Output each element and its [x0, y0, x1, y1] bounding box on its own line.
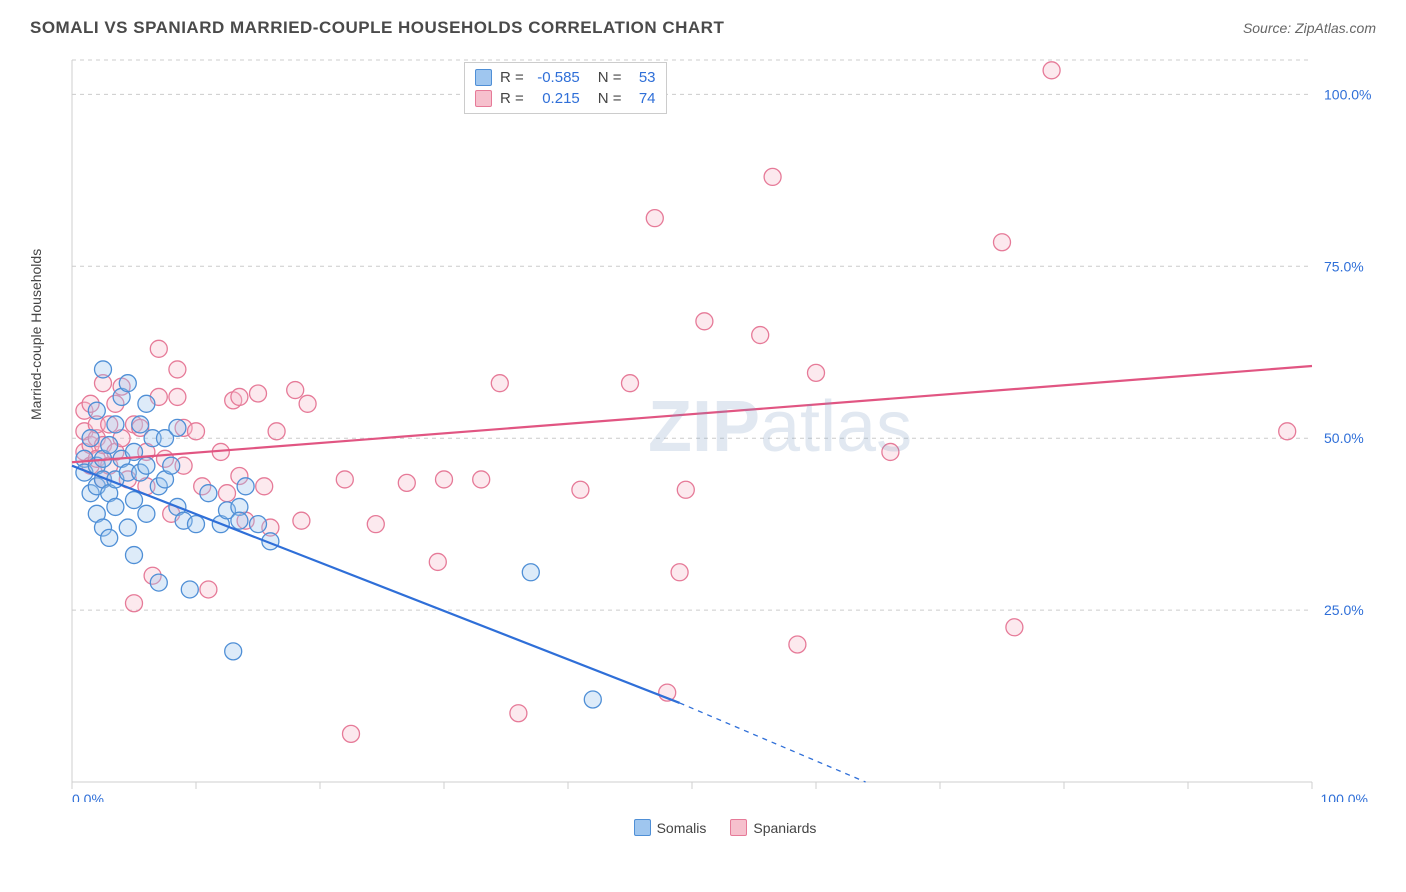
- legend-label-somalis: Somalis: [657, 820, 707, 836]
- svg-text:50.0%: 50.0%: [1324, 430, 1364, 446]
- svg-text:75.0%: 75.0%: [1324, 258, 1364, 274]
- stats-row-somalis: R = -0.585 N = 53: [475, 67, 656, 88]
- stats-n-label-2: N =: [598, 90, 622, 107]
- source-name: ZipAtlas.com: [1295, 20, 1376, 36]
- stats-r-label: R =: [500, 69, 524, 86]
- stats-n-label: N =: [598, 69, 622, 86]
- stats-s2-n: 74: [630, 90, 656, 107]
- y-axis-label: Married-couple Households: [28, 249, 44, 420]
- stats-s1-n: 53: [630, 69, 656, 86]
- stats-swatch-spaniards: [475, 90, 492, 107]
- legend-label-spaniards: Spaniards: [753, 820, 816, 836]
- stats-swatch-somalis: [475, 69, 492, 86]
- svg-text:100.0%: 100.0%: [1321, 791, 1368, 802]
- chart-title: SOMALI VS SPANIARD MARRIED-COUPLE HOUSEH…: [30, 18, 724, 38]
- svg-text:25.0%: 25.0%: [1324, 602, 1364, 618]
- correlation-stats-box: R = -0.585 N = 53 R = 0.215 N = 74: [464, 62, 667, 114]
- chart-area: 25.0%50.0%75.0%100.0%0.0%100.0% ZIPatlas…: [68, 56, 1382, 836]
- stats-s2-r: 0.215: [532, 90, 580, 107]
- stats-row-spaniards: R = 0.215 N = 74: [475, 88, 656, 109]
- x-axis-legend: Somalis Spaniards: [68, 819, 1382, 836]
- legend-swatch-somalis: [634, 819, 651, 836]
- legend-item-somalis: Somalis: [634, 819, 707, 836]
- stats-r-label-2: R =: [500, 90, 524, 107]
- scatter-plot-svg: 25.0% 50.0% 75.0% 100.0% 0.0% 100.0%: [68, 56, 1382, 802]
- source-attr: Source: ZipAtlas.com: [1243, 20, 1376, 36]
- source-label: Source:: [1243, 20, 1291, 36]
- svg-text:100.0%: 100.0%: [1324, 86, 1371, 102]
- legend-swatch-spaniards: [730, 819, 747, 836]
- legend-item-spaniards: Spaniards: [730, 819, 816, 836]
- svg-text:0.0%: 0.0%: [72, 791, 104, 802]
- stats-s1-r: -0.585: [532, 69, 580, 86]
